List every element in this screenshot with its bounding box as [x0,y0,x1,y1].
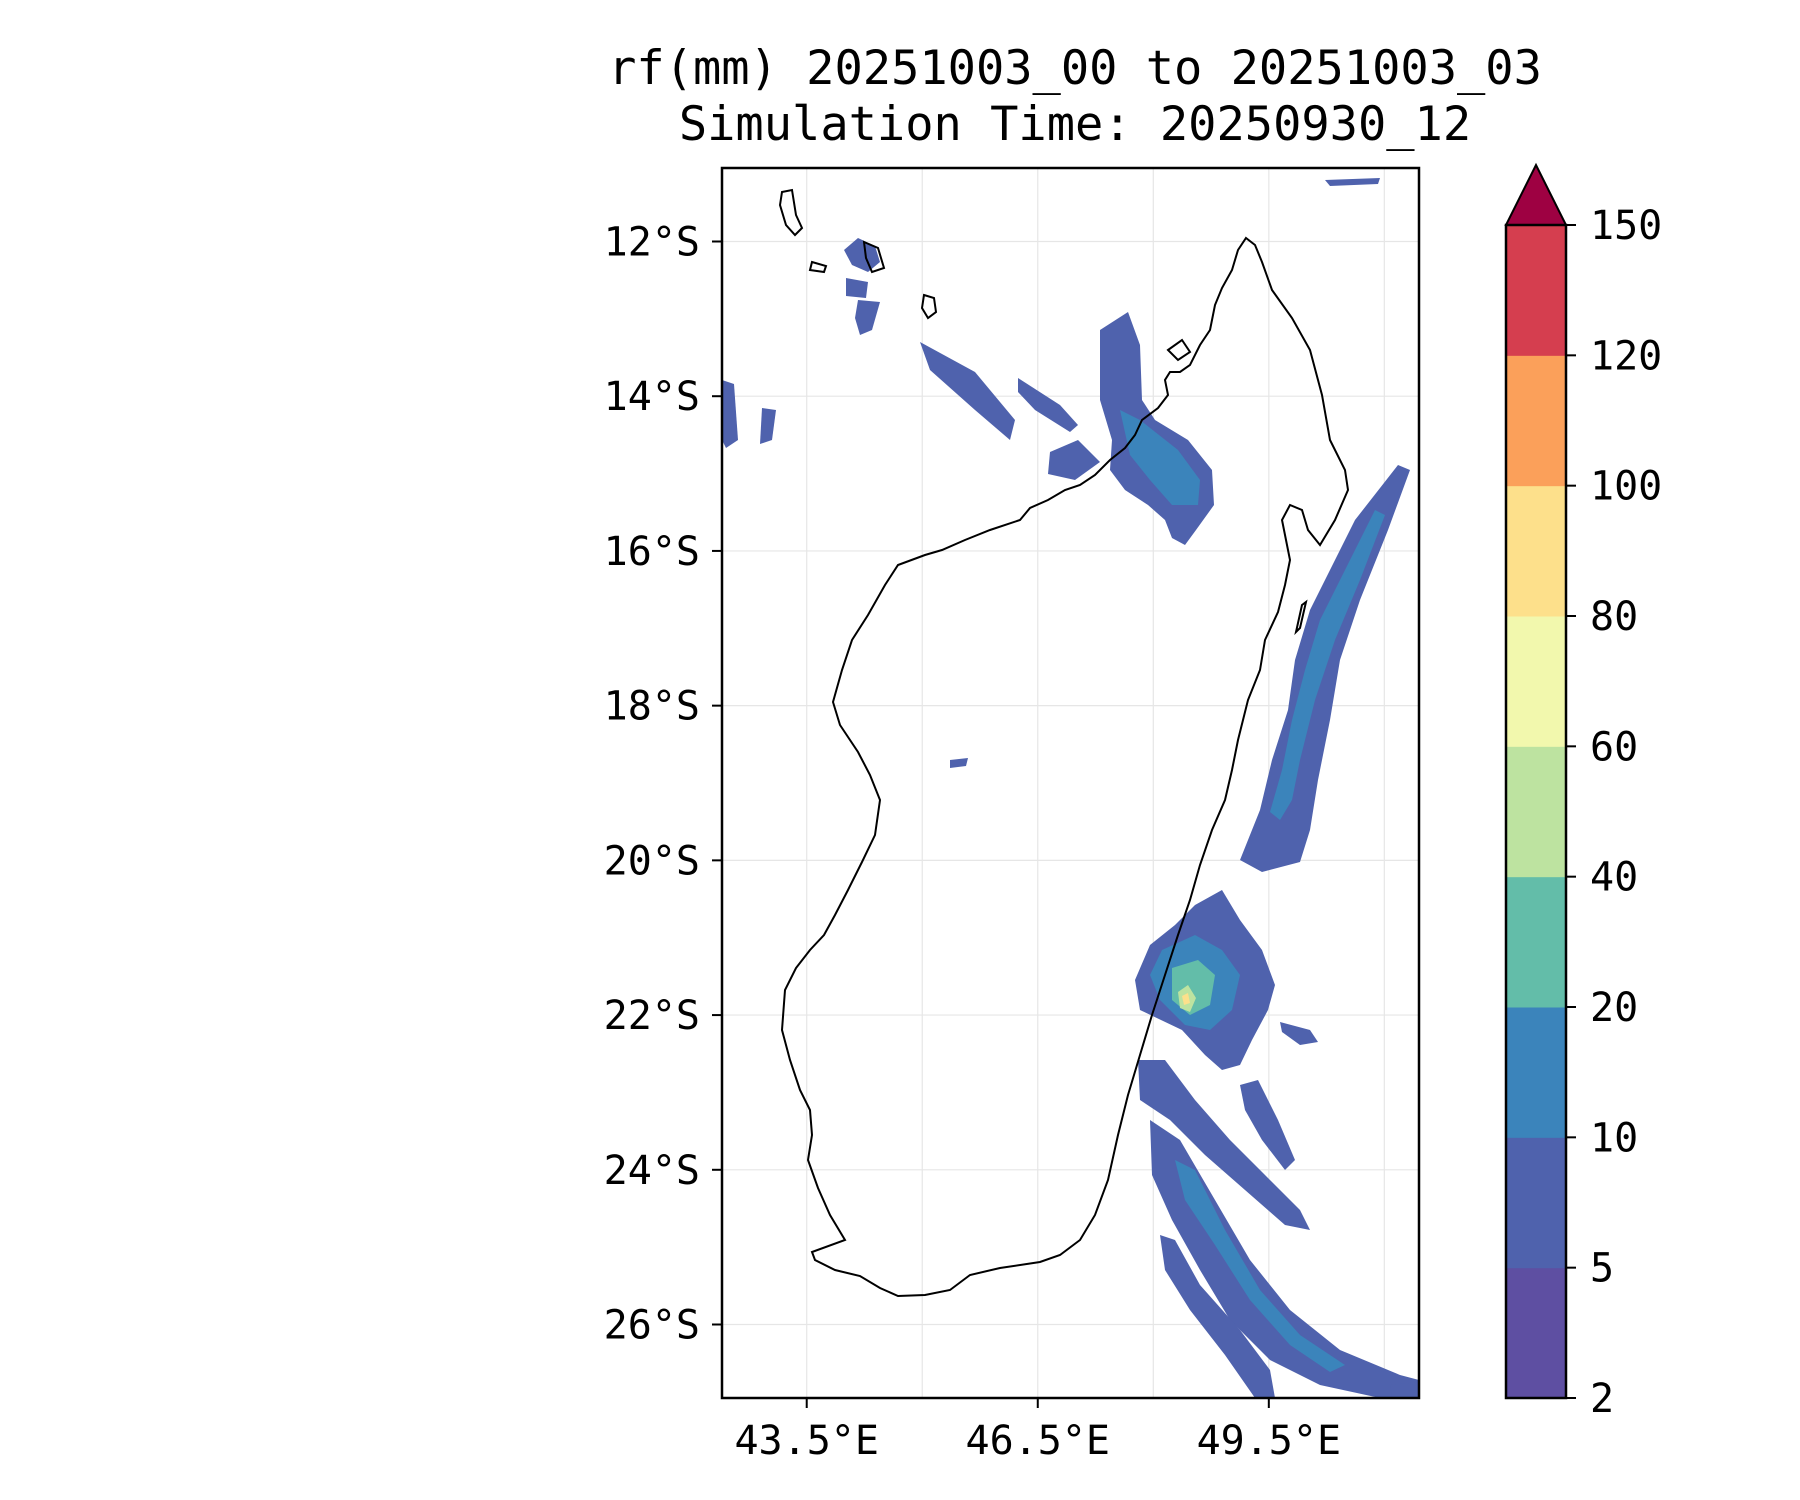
ile-sainte-marie [1294,599,1308,636]
rain-patch-22s-east [1280,1022,1318,1045]
rain-patch-nw-2 [855,300,880,335]
colorbar-segment [1506,876,1566,1008]
rain-patch-nw-4 [1018,378,1078,432]
latitude-tick-labels: 12°S 14°S 16°S 18°S 20°S 22°S 24°S 26°S [604,219,722,1349]
comoros-island-2 [862,240,886,274]
comoros-island-1 [778,188,804,237]
nosy-be-island [1166,338,1192,362]
colorbar-tick-label: 10 [1590,1115,1638,1161]
rain-patch-nw-top [1325,178,1380,186]
lat-tick-label: 16°S [604,529,700,575]
lat-tick-label: 24°S [604,1148,700,1194]
lat-tick-label: 20°S [604,838,700,884]
rain-band-south-1 [1138,1060,1310,1230]
rain-patch-se-corner [1390,1382,1419,1398]
colorbar-segment [1506,1007,1566,1138]
longitude-tick-labels: 43.5°E 46.5°E 49.5°E [734,1398,1341,1464]
rain-patch-north-bay-core [1120,410,1200,505]
colorbar-segment [1506,1137,1566,1269]
coastline [778,188,1350,1298]
lat-tick-label: 12°S [604,219,700,265]
colorbar-tick-label: 40 [1590,855,1638,901]
colorbar-segment [1506,1267,1566,1399]
lat-tick-label: 26°S [604,1303,700,1349]
lat-tick-label: 22°S [604,993,700,1039]
madagascar-coastline [780,236,1350,1298]
rain-cluster-22s-max [1182,993,1190,1005]
rain-patch-west-edge-2 [760,408,776,444]
lat-tick-label: 18°S [604,684,700,730]
colorbar-segment [1506,355,1566,487]
colorbar-segment [1506,225,1566,356]
lat-tick-label: 14°S [604,374,700,420]
colorbar-tick-label: 20 [1590,985,1638,1031]
rain-patch-nw-islands [844,238,880,272]
rain-patch-inland-19s [950,758,968,768]
mayotte-island [920,293,938,320]
rainfall-contours [722,178,1419,1398]
colorbar-segment [1506,616,1566,747]
map-frame [720,166,1421,1400]
rain-patch-west-edge [722,380,738,448]
lon-tick-label: 43.5°E [734,1418,879,1464]
comoros-island-3 [808,260,828,274]
colorbar-tick-label: 80 [1590,594,1638,640]
colorbar-tick-label: 120 [1590,333,1662,379]
colorbar: 2 5 10 20 40 60 80 100 120 150 [1504,162,1662,1422]
colorbar-extend-arrow [1504,162,1568,226]
colorbar-segments [1506,225,1566,1399]
colorbar-tick-label: 5 [1590,1246,1614,1292]
rain-band-east-north-core [1270,510,1385,820]
colorbar-tick-label: 2 [1590,1376,1614,1422]
figure-title-line1: rf(mm) 20251003_00 to 20251003_03 [608,41,1542,96]
colorbar-tick-labels: 2 5 10 20 40 60 80 100 120 150 [1566,203,1662,1422]
colorbar-tick-label: 100 [1590,464,1662,510]
colorbar-tick-label: 150 [1590,203,1662,249]
lon-tick-label: 49.5°E [1197,1418,1342,1464]
rain-band-south-3 [1150,1120,1419,1398]
rain-band-south-2 [1240,1080,1295,1170]
rain-patch-nw-1 [846,278,868,298]
rain-patch-nw-3 [920,342,1015,440]
lon-tick-label: 46.5°E [966,1418,1111,1464]
rain-patch-nw-5 [1048,440,1100,480]
rain-band-south-4 [1160,1235,1275,1398]
colorbar-frame [1504,223,1568,1400]
colorbar-segment [1506,485,1566,617]
colorbar-segment [1506,746,1566,878]
rain-band-south-3-core [1175,1160,1345,1372]
figure-title-line2: Simulation Time: 20250930_12 [679,97,1471,152]
map-panel: 12°S14°S16°S18°S20°S22°S24°S26°S 43.5°E 4… [604,166,1421,1464]
colorbar-tick-label: 60 [1590,724,1638,770]
